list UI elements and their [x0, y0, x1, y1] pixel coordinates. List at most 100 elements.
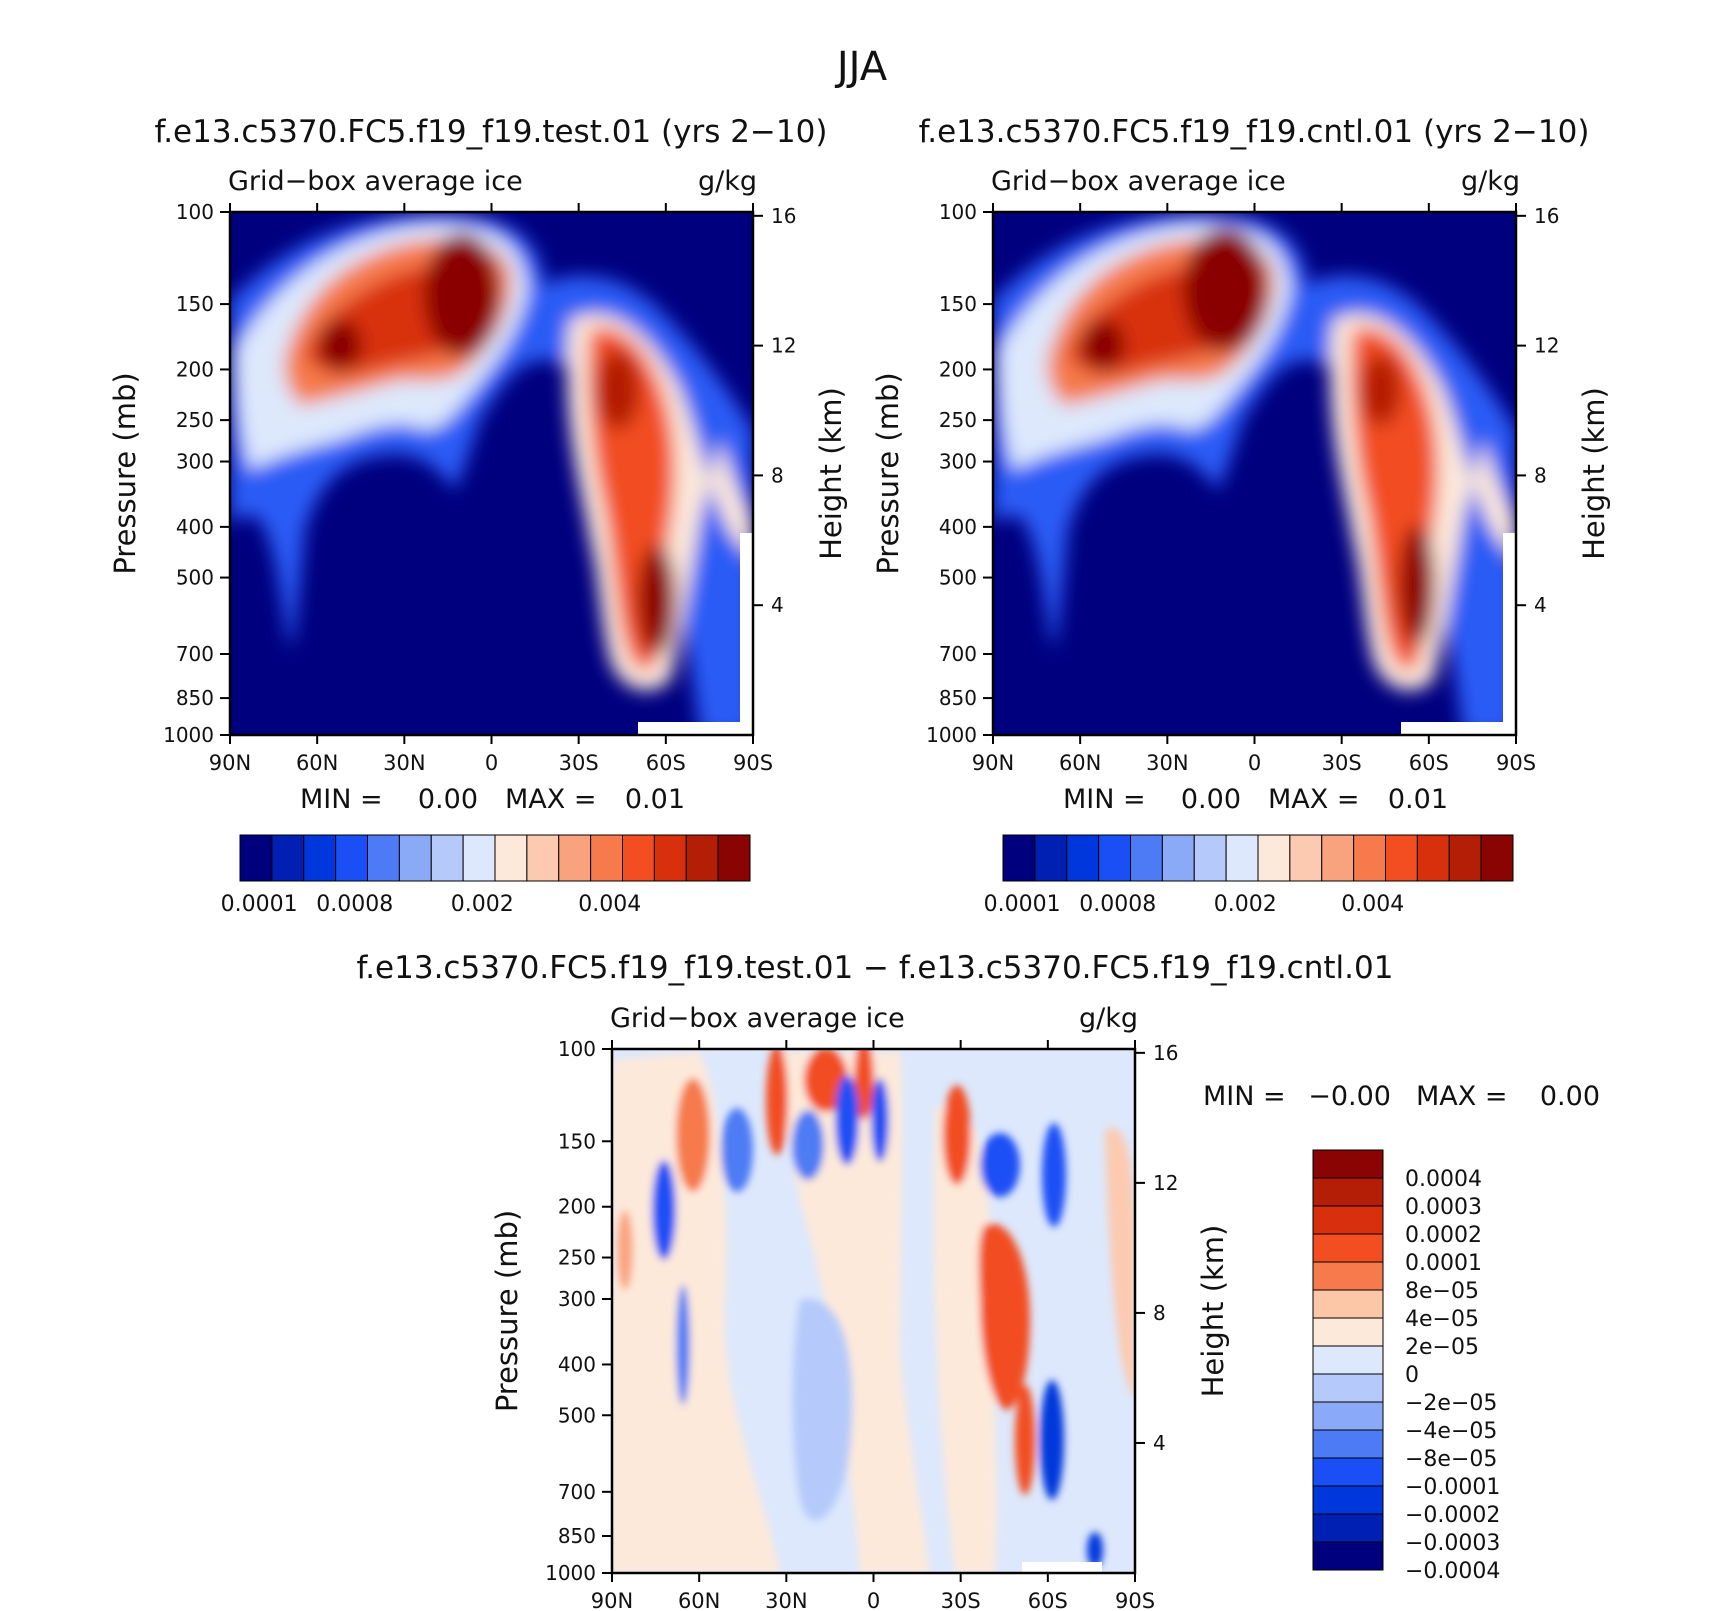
colorbar-swatch [1098, 834, 1131, 882]
colorbar-swatch [590, 834, 623, 882]
colorbar-label: −0.0003 [1405, 1531, 1500, 1556]
panel-cntl-y-tick-label: 400 [939, 515, 977, 539]
panel-cntl-axes: 90N 60N 30N 0 30S 60S 90S 100 150 200 250 300 400 500… [871, 200, 1611, 775]
colorbar-label: 0.0004 [1405, 1167, 1482, 1192]
panel-diff-y-right-tick-label: 12 [1153, 1171, 1178, 1195]
panel-cntl-x-tick-label: 30N [1146, 751, 1188, 775]
panel-diff-neg-a [652, 1160, 676, 1260]
colorbar-swatch [1312, 1401, 1384, 1431]
colorbar-swatch [1312, 1233, 1384, 1263]
colorbar-swatch [1034, 834, 1068, 882]
panel-test-variable: Grid−box average ice [228, 166, 523, 197]
panel-test-ice-max-left [318, 319, 362, 371]
colorbar-swatch [1312, 1373, 1384, 1403]
panel-diff-pos-sh-broad [933, 1102, 997, 1573]
panel-diff-y-tick-label: 250 [558, 1246, 596, 1270]
panel-cntl-y-tick-label: 500 [939, 566, 977, 590]
colorbar-label: −8e−05 [1405, 1447, 1497, 1472]
panel-test-ice-max-sh-mid [596, 350, 640, 430]
panel-cntl-missing-data [1401, 722, 1516, 735]
panel-cntl-x-tick-label: 30S [1322, 751, 1362, 775]
panel-diff-units: g/kg [1079, 1003, 1138, 1034]
panel-diff-neg-j [1087, 1532, 1103, 1568]
colorbar-swatch [1312, 1289, 1384, 1319]
panel-cntl-y-right-tick-label: 12 [1534, 334, 1559, 358]
panel-diff-case-title: f.e13.c5370.FC5.f19_f19.test.01 − f.e13.… [357, 950, 1394, 986]
colorbar-swatch [1225, 834, 1259, 882]
panel-diff-neg-h [1042, 1123, 1066, 1227]
colorbar-swatch [1257, 834, 1291, 882]
colorbar-swatch [1312, 1261, 1384, 1291]
colorbar-label: 0.0001 [1405, 1251, 1482, 1276]
panel-cntl-y-tick-label: 300 [939, 450, 977, 474]
panel-cntl-y-tick-label: 700 [939, 642, 977, 666]
panel-diff-colorbar: 0.0004 0.0003 0.0002 0.0001 8e−05 4e−05 2e−05 0… [1312, 1149, 1500, 1584]
panel-diff-y-right-tick-label: 16 [1153, 1041, 1178, 1065]
panel-diff-max-label: MAX = [1416, 1081, 1507, 1112]
panel-cntl-variable: Grid−box average ice [991, 166, 1286, 197]
colorbar-label: 0.002 [1214, 892, 1277, 917]
panel-diff-neg-d [792, 1110, 824, 1180]
panel-test-y-tick-label: 400 [176, 515, 214, 539]
panel-cntl-y-tick-label: 200 [939, 357, 977, 381]
panel-cntl-ice-max-upper [1183, 228, 1267, 352]
panel-cntl-field [993, 212, 1516, 735]
panel-cntl: f.e13.c5370.FC5.f19_f19.cntl.01 (yrs 2−1… [871, 114, 1611, 917]
colorbar-label: 2e−05 [1405, 1335, 1479, 1360]
colorbar-label: 0.0002 [1405, 1223, 1482, 1248]
panel-cntl-y-right-tick-label: 8 [1534, 463, 1547, 487]
colorbar-label: −0.0004 [1405, 1559, 1500, 1584]
panel-test-y-axis-title: Pressure (mb) [108, 372, 142, 574]
colorbar-swatch [1448, 834, 1482, 882]
panel-diff-pos-b [766, 1049, 788, 1155]
panel-test-y-tick-label: 150 [176, 292, 214, 316]
colorbar-swatch [335, 834, 368, 882]
panel-test-y-right-tick-label: 12 [771, 334, 796, 358]
colorbar-swatch [271, 834, 305, 882]
colorbar-label: 0.0008 [1079, 892, 1156, 917]
panel-test-units: g/kg [698, 166, 757, 197]
panel-test-y-right-axis-title: Height (km) [814, 387, 848, 560]
panel-cntl-y-axis-title: Pressure (mb) [871, 372, 905, 574]
panel-test-y-tick-label: 200 [176, 357, 214, 381]
colorbar-swatch [1353, 834, 1386, 882]
panel-cntl-colorbar: 0.0001 0.0008 0.002 0.004 [984, 834, 1514, 917]
panel-cntl-y-right-axis-title: Height (km) [1577, 387, 1611, 560]
panel-cntl-y-tick-label: 150 [939, 292, 977, 316]
panel-cntl-y-right-tick-label: 16 [1534, 204, 1559, 228]
panel-diff-pos-g [1015, 1385, 1035, 1495]
panel-cntl-ice-max-sh-mid [1361, 354, 1401, 426]
panel-test-y-tick-label: 700 [176, 642, 214, 666]
colorbar-swatch [462, 834, 496, 882]
panel-cntl-y-right-tick-label: 4 [1534, 593, 1547, 617]
colorbar-swatch [1312, 1149, 1384, 1179]
panel-diff-y-tick-label: 150 [558, 1129, 596, 1153]
panel-test-axes: 90N 60N 30N 0 30S 60S 90S 100 150 200 250 300 400 500… [108, 200, 848, 775]
panel-test-x-tick-label: 60N [296, 751, 338, 775]
colorbar-swatch [1312, 1513, 1384, 1543]
panel-diff-y-right-tick-label: 8 [1153, 1301, 1166, 1325]
panel-cntl-min-label: MIN = [1063, 784, 1146, 815]
colorbar-swatch [1312, 1485, 1384, 1515]
panel-diff-pos-f [978, 1223, 1030, 1410]
panel-diff-min-value: −0.00 [1308, 1081, 1391, 1112]
panel-diff-x-tick-label: 90S [1115, 1589, 1155, 1611]
panel-test-colorbar: 0.0001 0.0008 0.002 0.004 [221, 834, 751, 917]
colorbar-swatch [1312, 1457, 1384, 1487]
colorbar-swatch [685, 834, 719, 882]
panel-test-field [230, 212, 753, 735]
panel-diff-neg-f [871, 1078, 889, 1162]
panel-diff-axes: 90N 60N 30N 0 30S 60S 90S 100 150 200 250 300 400 500… [490, 1037, 1230, 1611]
panel-cntl-x-tick-label: 60N [1059, 751, 1101, 775]
colorbar-swatch [494, 834, 528, 882]
colorbar-swatch [622, 834, 655, 882]
panel-test-x-tick-label: 90N [209, 751, 251, 775]
colorbar-swatch [1312, 1429, 1384, 1459]
panel-test-x-tick-label: 90S [733, 751, 773, 775]
colorbar-label: 8e−05 [1405, 1279, 1479, 1304]
colorbar-swatch [558, 834, 592, 882]
panel-diff-y-tick-label: 300 [558, 1287, 596, 1311]
panel-cntl-ice-max-left [1081, 319, 1125, 371]
panel-cntl-y-tick-label: 100 [939, 200, 977, 224]
